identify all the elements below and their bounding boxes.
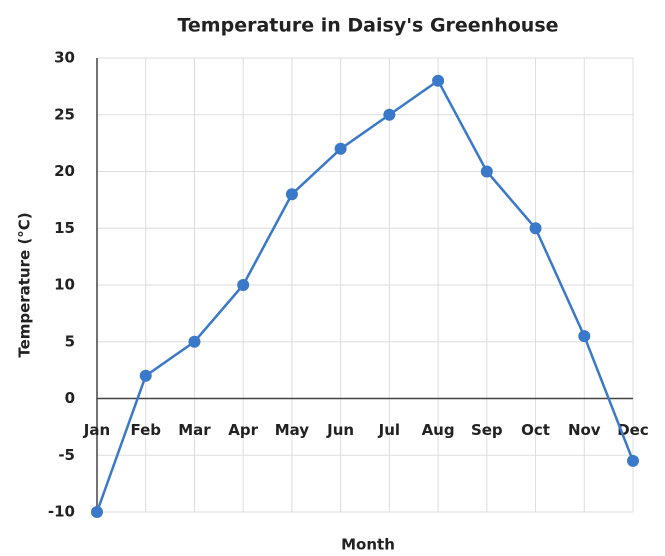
- x-tick-label: Nov: [568, 421, 601, 439]
- x-tick-label: May: [275, 421, 310, 439]
- x-tick-label: Oct: [521, 421, 550, 439]
- x-axis-label: Month: [341, 536, 395, 554]
- x-tick-label: Jul: [378, 421, 400, 439]
- point: [383, 108, 396, 121]
- x-tick-label: Apr: [228, 421, 258, 439]
- x-tick-label: Jan: [83, 421, 110, 439]
- point: [334, 142, 347, 155]
- point: [91, 506, 103, 518]
- y-tick-label: -5: [58, 446, 75, 464]
- x-tick-label: Feb: [130, 421, 161, 439]
- y-axis-label: Temperature (°C): [16, 212, 34, 357]
- y-tick-label: 10: [54, 276, 75, 294]
- chart-title: Temperature in Daisy's Greenhouse: [177, 15, 558, 37]
- x-tick-label: Sep: [471, 421, 503, 439]
- x-tick-label: Jun: [326, 421, 354, 439]
- x-tick-label: Dec: [617, 421, 649, 439]
- point: [529, 222, 542, 235]
- y-tick-label: 25: [54, 105, 75, 123]
- point: [285, 188, 298, 201]
- point: [432, 74, 445, 87]
- x-tick-label: Aug: [422, 421, 455, 439]
- y-tick-label: 20: [54, 162, 75, 180]
- y-tick-label: 5: [65, 332, 75, 350]
- y-tick-label: 30: [54, 49, 75, 67]
- x-tick-label: Mar: [178, 421, 211, 439]
- y-tick-label: 15: [54, 219, 75, 237]
- point: [188, 335, 201, 348]
- point: [480, 165, 493, 178]
- point: [578, 330, 591, 343]
- point: [139, 369, 152, 382]
- y-tick-label: 0: [65, 389, 75, 407]
- line: [95, 78, 635, 513]
- point: [237, 279, 250, 291]
- point: [627, 454, 639, 467]
- y-tick-label: -10: [48, 503, 75, 521]
